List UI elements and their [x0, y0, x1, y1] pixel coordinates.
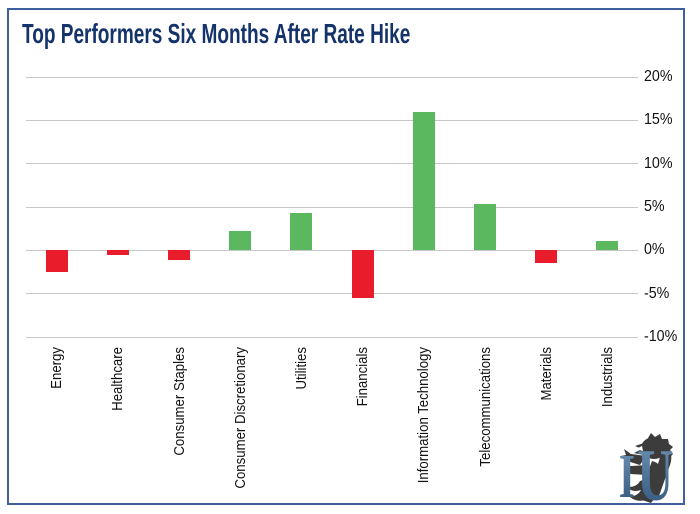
gridline — [26, 336, 638, 338]
bar-industrials — [596, 240, 619, 251]
x-axis-label: Telecommunications — [476, 347, 494, 467]
y-tick-label: 10% — [644, 154, 673, 172]
lion-silhouette — [621, 433, 673, 503]
logo-letter-i: I — [619, 443, 635, 507]
iu-logo: I U — [619, 433, 673, 507]
bar-energy — [45, 250, 68, 272]
x-axis-label: Energy — [48, 347, 66, 389]
gridline — [26, 293, 638, 295]
gridline — [26, 249, 638, 251]
chart-frame-border — [7, 8, 685, 505]
bar-information-technology — [412, 111, 435, 251]
logo-letter-u: U — [637, 435, 673, 507]
y-tick-label: 20% — [644, 68, 673, 85]
bar-telecommunications — [474, 203, 496, 251]
y-tick-label: -5% — [644, 284, 670, 302]
x-axis-label: Information Technology — [415, 347, 433, 484]
x-axis-label: Utilities — [292, 347, 310, 390]
gridline — [26, 206, 638, 208]
x-axis-label: Consumer Staples — [170, 347, 188, 456]
y-tick-label: 0% — [644, 241, 665, 259]
bar-utilities — [290, 213, 313, 251]
bar-healthcare — [106, 250, 129, 255]
bar-consumer-discretionary — [229, 231, 252, 251]
x-axis-label: Industrials — [598, 347, 616, 408]
gridline — [26, 76, 638, 78]
gridline — [26, 119, 638, 121]
chart-title: Top Performers Six Months After Rate Hik… — [22, 18, 411, 49]
x-axis-label: Healthcare — [109, 347, 127, 411]
bar-consumer-staples — [168, 250, 190, 260]
bar-materials — [535, 250, 558, 264]
y-tick-label: -10% — [644, 328, 678, 345]
x-axis-label: Materials — [537, 347, 555, 401]
x-axis-label: Financials — [354, 347, 372, 407]
y-tick-label: 15% — [644, 111, 673, 129]
x-axis-label: Consumer Discretionary — [231, 347, 249, 489]
gridline — [26, 163, 638, 165]
y-tick-label: 5% — [644, 198, 665, 215]
bar-financials — [351, 250, 374, 298]
